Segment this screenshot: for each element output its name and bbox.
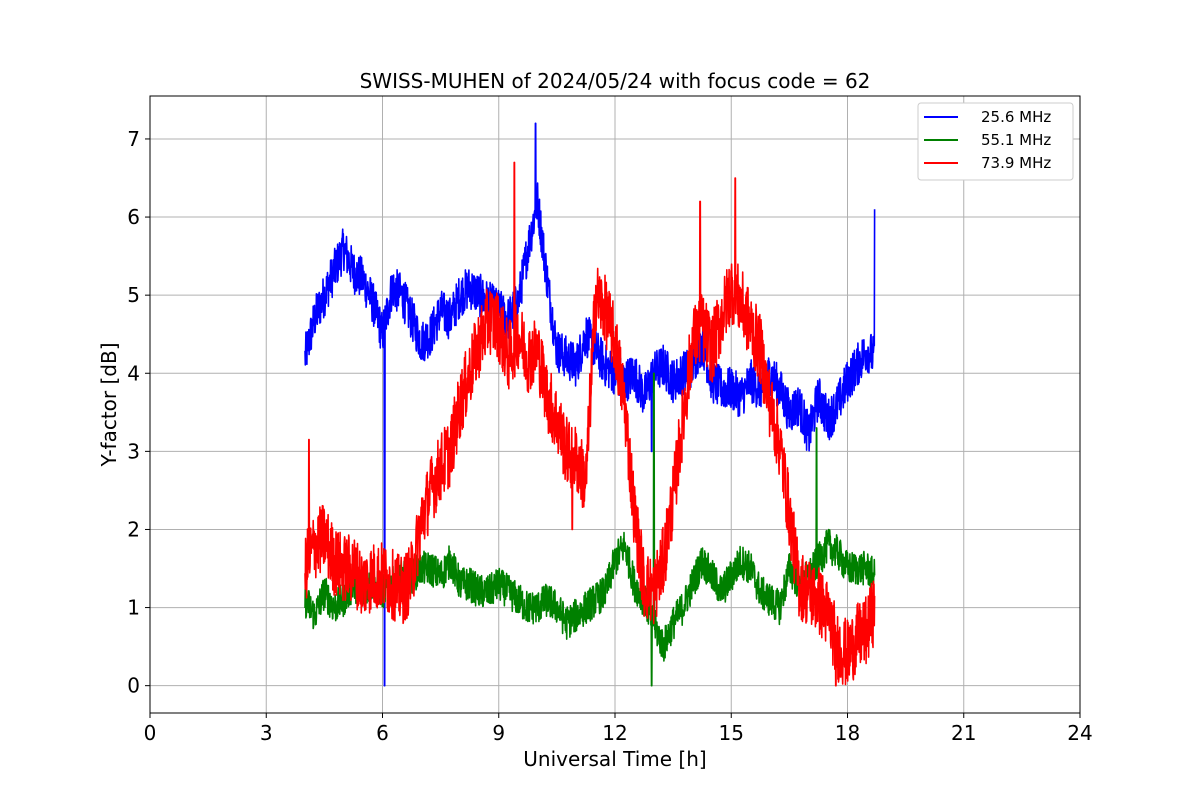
series-73-9-mhz-line: [304, 161, 876, 687]
y-tick-label: 7: [127, 127, 140, 151]
y-tick-label: 1: [127, 596, 140, 620]
series-25-6-mhz-legend-label: 25.6 MHz: [981, 108, 1051, 126]
legend-box: [917, 102, 1074, 181]
y-tick-label: 4: [127, 361, 140, 385]
x-tick-label: 18: [835, 721, 860, 745]
y-tick-label: 0: [127, 674, 140, 698]
x-tick-label: 0: [144, 721, 157, 745]
y-tick-label: 6: [127, 205, 140, 229]
chart-title: SWISS-MUHEN of 2024/05/24 with focus cod…: [360, 69, 871, 93]
x-tick-label: 21: [951, 721, 976, 745]
series-55-1-mhz-line: [304, 372, 876, 687]
y-tick-label: 2: [127, 517, 140, 541]
x-tick-label: 6: [376, 721, 389, 745]
y-tick-label: 5: [127, 283, 140, 307]
y-axis-label: Y-factor [dB]: [97, 342, 121, 467]
x-axis: 0 3 6 9 12 15 18 21 24: [144, 713, 1093, 745]
y-axis: 0 1 2 3 4 5 6 7: [127, 127, 150, 698]
legend: 25.6 MHz 55.1 MHz 73.9 MHz: [917, 102, 1074, 181]
x-tick-label: 15: [719, 721, 744, 745]
x-tick-label: 3: [260, 721, 273, 745]
series-55-1-mhz-legend-label: 55.1 MHz: [981, 131, 1051, 149]
y-tick-label: 3: [127, 439, 140, 463]
series-73-9-mhz-legend-label: 73.9 MHz: [981, 154, 1051, 172]
x-axis-label: Universal Time [h]: [523, 747, 706, 771]
x-tick-label: 24: [1067, 721, 1092, 745]
x-tick-label: 12: [602, 721, 627, 745]
series-25-6-mhz-line: [304, 122, 876, 687]
series-layer: [304, 122, 876, 687]
x-tick-label: 9: [492, 721, 505, 745]
